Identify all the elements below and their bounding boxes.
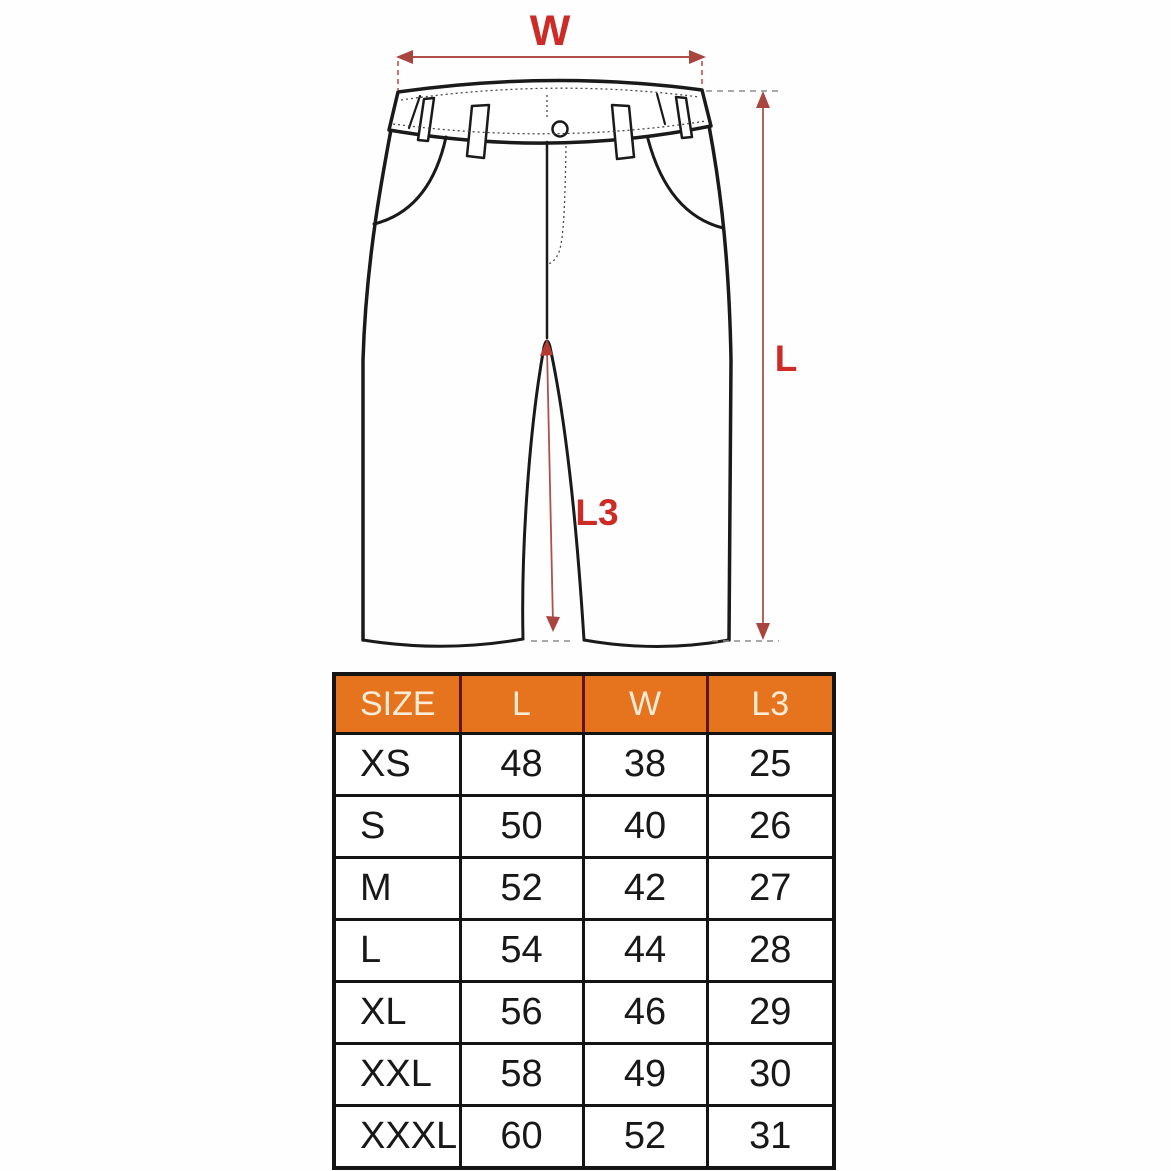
cell-l3: 28 — [705, 918, 836, 983]
cell-w: 49 — [581, 1042, 709, 1107]
cell-l: 48 — [458, 732, 585, 797]
size-table-header-row: SIZE L W L3 — [332, 672, 836, 735]
width-label: W — [530, 7, 571, 55]
inseam-label: L3 — [575, 492, 618, 533]
table-row: M 52 42 27 — [332, 856, 836, 921]
cell-size: XL — [332, 980, 462, 1045]
header-w: W — [581, 672, 709, 735]
cell-size: XS — [332, 732, 462, 797]
header-size: SIZE — [332, 672, 462, 735]
cell-l3: 29 — [705, 980, 836, 1045]
cell-l: 60 — [458, 1104, 585, 1170]
cell-l3: 31 — [705, 1104, 836, 1170]
cell-l: 52 — [458, 856, 585, 921]
cell-w: 40 — [581, 794, 709, 859]
size-table: SIZE L W L3 XS 48 38 25 S 50 40 26 M 52 — [332, 672, 836, 1170]
cell-l: 50 — [458, 794, 585, 859]
inseam-dimension — [531, 339, 574, 642]
cell-l3: 27 — [705, 856, 836, 921]
cell-size: XXXL — [332, 1104, 462, 1170]
cell-w: 44 — [581, 918, 709, 983]
header-l3: L3 — [705, 672, 836, 735]
cell-w: 46 — [581, 980, 709, 1045]
cell-l3: 26 — [705, 794, 836, 859]
cell-size: S — [332, 794, 462, 859]
cell-size: M — [332, 856, 462, 921]
width-dimension — [396, 50, 706, 90]
length-label: L — [775, 338, 798, 379]
table-row: L 54 44 28 — [332, 918, 836, 983]
cell-l: 58 — [458, 1042, 585, 1107]
belt-loops — [416, 95, 694, 161]
cell-l: 54 — [458, 918, 585, 983]
shorts-measurement-diagram: W L L3 — [361, 7, 798, 648]
table-row: S 50 40 26 — [332, 794, 836, 859]
cell-w: 52 — [581, 1104, 709, 1170]
cell-size: L — [332, 918, 462, 983]
table-row: XXL 58 49 30 — [332, 1042, 836, 1107]
table-row: XXXL 60 52 31 — [332, 1104, 836, 1170]
header-l: L — [458, 672, 585, 735]
cell-size: XXL — [332, 1042, 462, 1107]
table-row: XL 56 46 29 — [332, 980, 836, 1045]
table-row: XS 48 38 25 — [332, 732, 836, 797]
cell-w: 38 — [581, 732, 709, 797]
button-icon — [551, 120, 569, 138]
cell-l3: 30 — [705, 1042, 836, 1107]
cell-l3: 25 — [705, 732, 836, 797]
cell-w: 42 — [581, 856, 709, 921]
cell-l: 56 — [458, 980, 585, 1045]
stitching-lines — [392, 87, 707, 265]
length-dimension — [706, 90, 779, 642]
